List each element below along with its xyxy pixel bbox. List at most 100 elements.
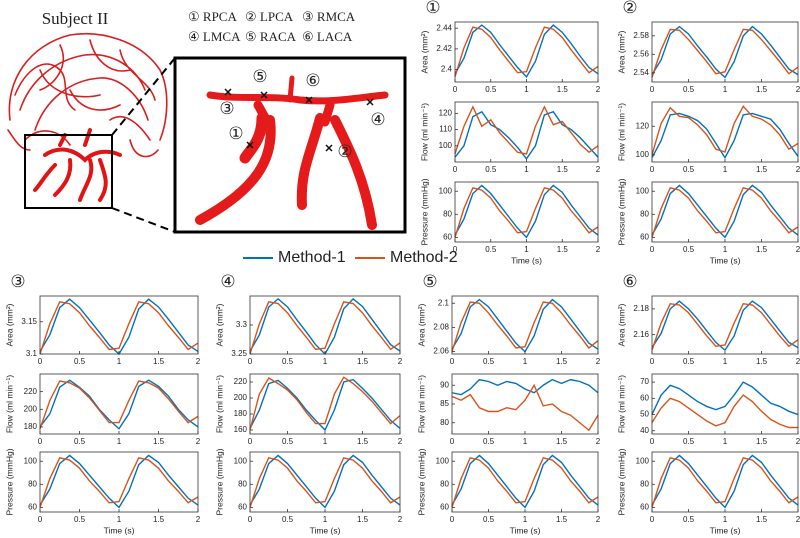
panel-label: ③ [10,272,25,291]
series-line [651,456,799,508]
x-tick-label: 1 [117,437,122,446]
inset-labels: ① ② ③ ④ ⑤ ⑥ [219,67,385,161]
x-tick-label: 0 [38,357,43,366]
x-tick-label: 0.5 [683,245,695,254]
y-axis-label: Area (mm²) [214,303,224,346]
x-tick-label: 1 [723,245,728,254]
x-tick-label: 0.5 [485,245,497,254]
x-tick-label: 0 [450,515,455,524]
series-line [249,454,401,509]
y-tick-label: 180 [234,409,248,418]
y-axis-label: Flow (ml min⁻¹) [214,375,224,433]
y-axis-label: Flow (ml min⁻¹) [416,375,426,433]
y-tick-label: 100 [439,141,453,150]
panel-label: ④ [220,272,235,291]
panel-label: ① [425,0,440,17]
y-axis-label: Flow (ml min⁻¹) [4,375,14,433]
x-tick-label: 1 [723,165,728,174]
vessel-label: ⑥ LACA [302,29,353,44]
series-line [249,297,401,356]
x-tick-label: 1 [323,515,328,524]
legend-label: Method-2 [390,249,458,266]
series-line [454,105,599,155]
x-tick-label: 2 [796,245,800,254]
x-tick-label: 0.5 [683,357,695,366]
y-axis-label: Pressure (mmHg) [416,448,426,515]
inset-label: ① [228,124,243,143]
series-line [249,376,401,431]
y-tick-label: 50 [640,410,649,419]
y-axis-label: Pressure (mmHg) [4,448,14,515]
y-tick-label: 110 [439,125,452,134]
zoom-line [111,207,176,233]
x-tick-label: 2 [196,437,201,446]
x-tick-label: 1.5 [756,515,768,524]
x-tick-label: 1.5 [357,357,369,366]
plot-frame [651,373,799,435]
circle-of-willis [33,128,122,202]
series-line [451,378,599,396]
x-tick-label: 2 [596,245,601,254]
x-tick-label: 0.5 [74,357,86,366]
y-tick-label: 100 [24,456,38,465]
x-tick-label: 2 [796,437,800,446]
inset-markers [224,88,374,152]
x-tick-label: 0.5 [282,437,294,446]
vessel-label: ⑤ RACA [245,29,297,44]
x-tick-label: 2 [596,165,601,174]
y-tick-label: 2.58 [633,31,649,40]
inset-label: ③ [219,99,234,118]
y-tick-label: 60 [640,502,649,511]
x-tick-label: 0.5 [683,437,695,446]
y-tick-label: 100 [636,186,650,195]
x-tick-label: 0 [450,437,455,446]
legend-label: Method-1 [278,249,346,266]
series-line [651,105,799,156]
x-axis-label: Time (s) [104,525,135,535]
y-tick-label: 60 [443,232,452,241]
y-tick-label: 80 [443,209,452,218]
series-line [454,186,599,238]
y-axis-label: Flow (ml min⁻¹) [616,375,626,433]
x-tick-label: 0 [453,165,458,174]
x-tick-label: 1 [523,357,528,366]
panel-label: ② [622,0,637,17]
y-tick-label: 60 [238,502,247,511]
inset-label: ⑤ [252,67,267,86]
series-line [451,301,599,352]
x-axis-label: Time (s) [710,525,741,535]
zoom-box [24,134,113,209]
y-tick-label: 120 [439,108,453,117]
y-axis-label: Pressure (mmHg) [419,178,429,245]
x-tick-label: 2 [398,515,403,524]
plot-frame [451,373,599,435]
series-line [39,298,199,356]
x-tick-label: 2 [596,515,601,524]
x-tick-label: 0 [650,165,655,174]
x-tick-label: 1.5 [153,515,165,524]
series-line [651,300,799,352]
y-tick-label: 3.25 [231,349,247,358]
x-tick-label: 1 [323,357,328,366]
x-tick-label: 1 [117,515,122,524]
x-tick-label: 2 [398,437,403,446]
series-line [39,456,199,508]
x-tick-label: 2 [596,357,601,366]
series-line [651,184,799,239]
x-tick-label: 1.5 [756,165,768,174]
y-axis-label: Area (mm²) [419,30,429,73]
y-tick-label: 3.1 [26,349,38,358]
y-tick-label: 2.18 [633,304,649,313]
x-tick-label: 0 [650,357,655,366]
y-tick-label: 120 [636,121,650,130]
x-tick-label: 0 [38,515,43,524]
series-line [454,24,599,78]
x-axis-label: Time (s) [511,255,542,265]
x-tick-label: 1 [523,437,528,446]
y-tick-label: 40 [640,426,649,435]
x-tick-label: 0 [453,245,458,254]
y-tick-label: 160 [234,425,248,434]
y-tick-label: 80 [440,479,449,488]
x-axis-label: Time (s) [710,255,741,265]
